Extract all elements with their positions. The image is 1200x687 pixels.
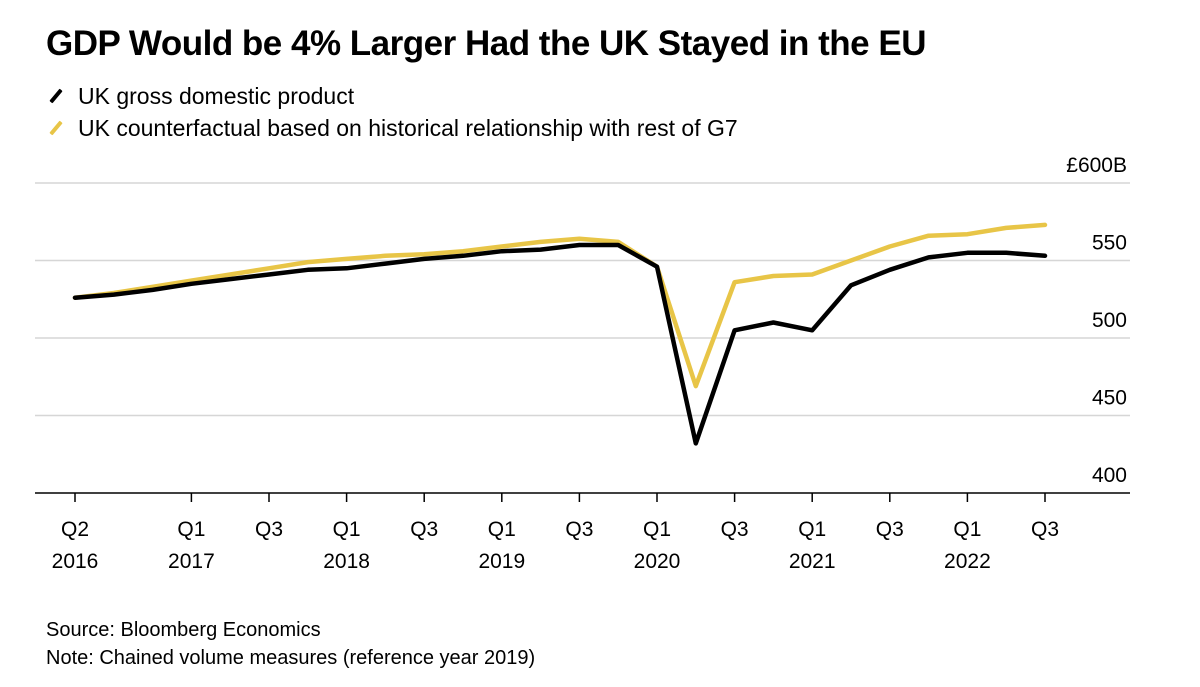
series-line-gdp — [72, 242, 1048, 446]
y-tick-label-500: 500 — [1092, 309, 1127, 332]
x-tick-year-3: 2017 — [168, 550, 215, 573]
x-tick-year-23: 2022 — [944, 550, 991, 573]
x-tick-year-0: 2016 — [52, 550, 99, 573]
x-tick-label-21: Q3 — [876, 518, 904, 541]
x-tick-label-11: Q1 — [488, 518, 516, 541]
x-tick-label-7: Q1 — [333, 518, 361, 541]
legend-swatch-counterfactual — [49, 120, 63, 136]
y-tick-label-600: £600B — [1066, 154, 1127, 177]
x-tick-label-9: Q3 — [410, 518, 438, 541]
x-tick-year-15: 2020 — [634, 550, 681, 573]
legend-label-counterfactual: UK counterfactual based on historical re… — [78, 114, 738, 141]
grid-layer — [35, 182, 1130, 417]
x-tick-label-0: Q2 — [61, 518, 89, 541]
x-tick-label-5: Q3 — [255, 518, 283, 541]
y-tick-label-550: 550 — [1092, 232, 1127, 255]
x-tick-label-23: Q1 — [953, 518, 981, 541]
x-tick-label-3: Q1 — [177, 518, 205, 541]
series-line-counterfactual — [72, 222, 1048, 389]
x-tick-label-13: Q3 — [565, 518, 593, 541]
series-layer — [72, 222, 1048, 446]
legend-item-gdp: UK gross domestic product — [46, 80, 738, 112]
axis-layer: £600B 550 500 450 400 Q2 2016 Q1 2017 Q3 Q1 2018 Q3 Q… — [35, 154, 1130, 573]
x-tick-label-17: Q3 — [721, 518, 749, 541]
chart-title: GDP Would be 4% Larger Had the UK Stayed… — [46, 24, 926, 63]
source-note: Source: Bloomberg Economics — [46, 619, 321, 641]
x-tick-year-19: 2021 — [789, 550, 836, 573]
x-tick-year-7: 2018 — [323, 550, 370, 573]
footer: Source: Bloomberg Economics Note: Chaine… — [46, 616, 535, 672]
y-tick-label-400: 400 — [1092, 464, 1127, 487]
y-tick-label-450: 450 — [1092, 387, 1127, 410]
x-tick-label-19: Q1 — [798, 518, 826, 541]
legend: UK gross domestic product UK counterfact… — [46, 80, 738, 144]
method-note: Note: Chained volume measures (reference… — [46, 647, 536, 669]
legend-swatch-gdp — [49, 88, 63, 104]
x-tick-year-11: 2019 — [478, 550, 525, 573]
x-tick-label-25: Q3 — [1031, 518, 1059, 541]
legend-item-counterfactual: UK counterfactual based on historical re… — [46, 112, 738, 144]
legend-label-gdp: UK gross domestic product — [78, 82, 355, 109]
line-chart: £600B 550 500 450 400 Q2 2016 Q1 2017 Q3 Q1 2018 Q3 Q… — [35, 154, 1130, 573]
x-tick-label-15: Q1 — [643, 518, 671, 541]
